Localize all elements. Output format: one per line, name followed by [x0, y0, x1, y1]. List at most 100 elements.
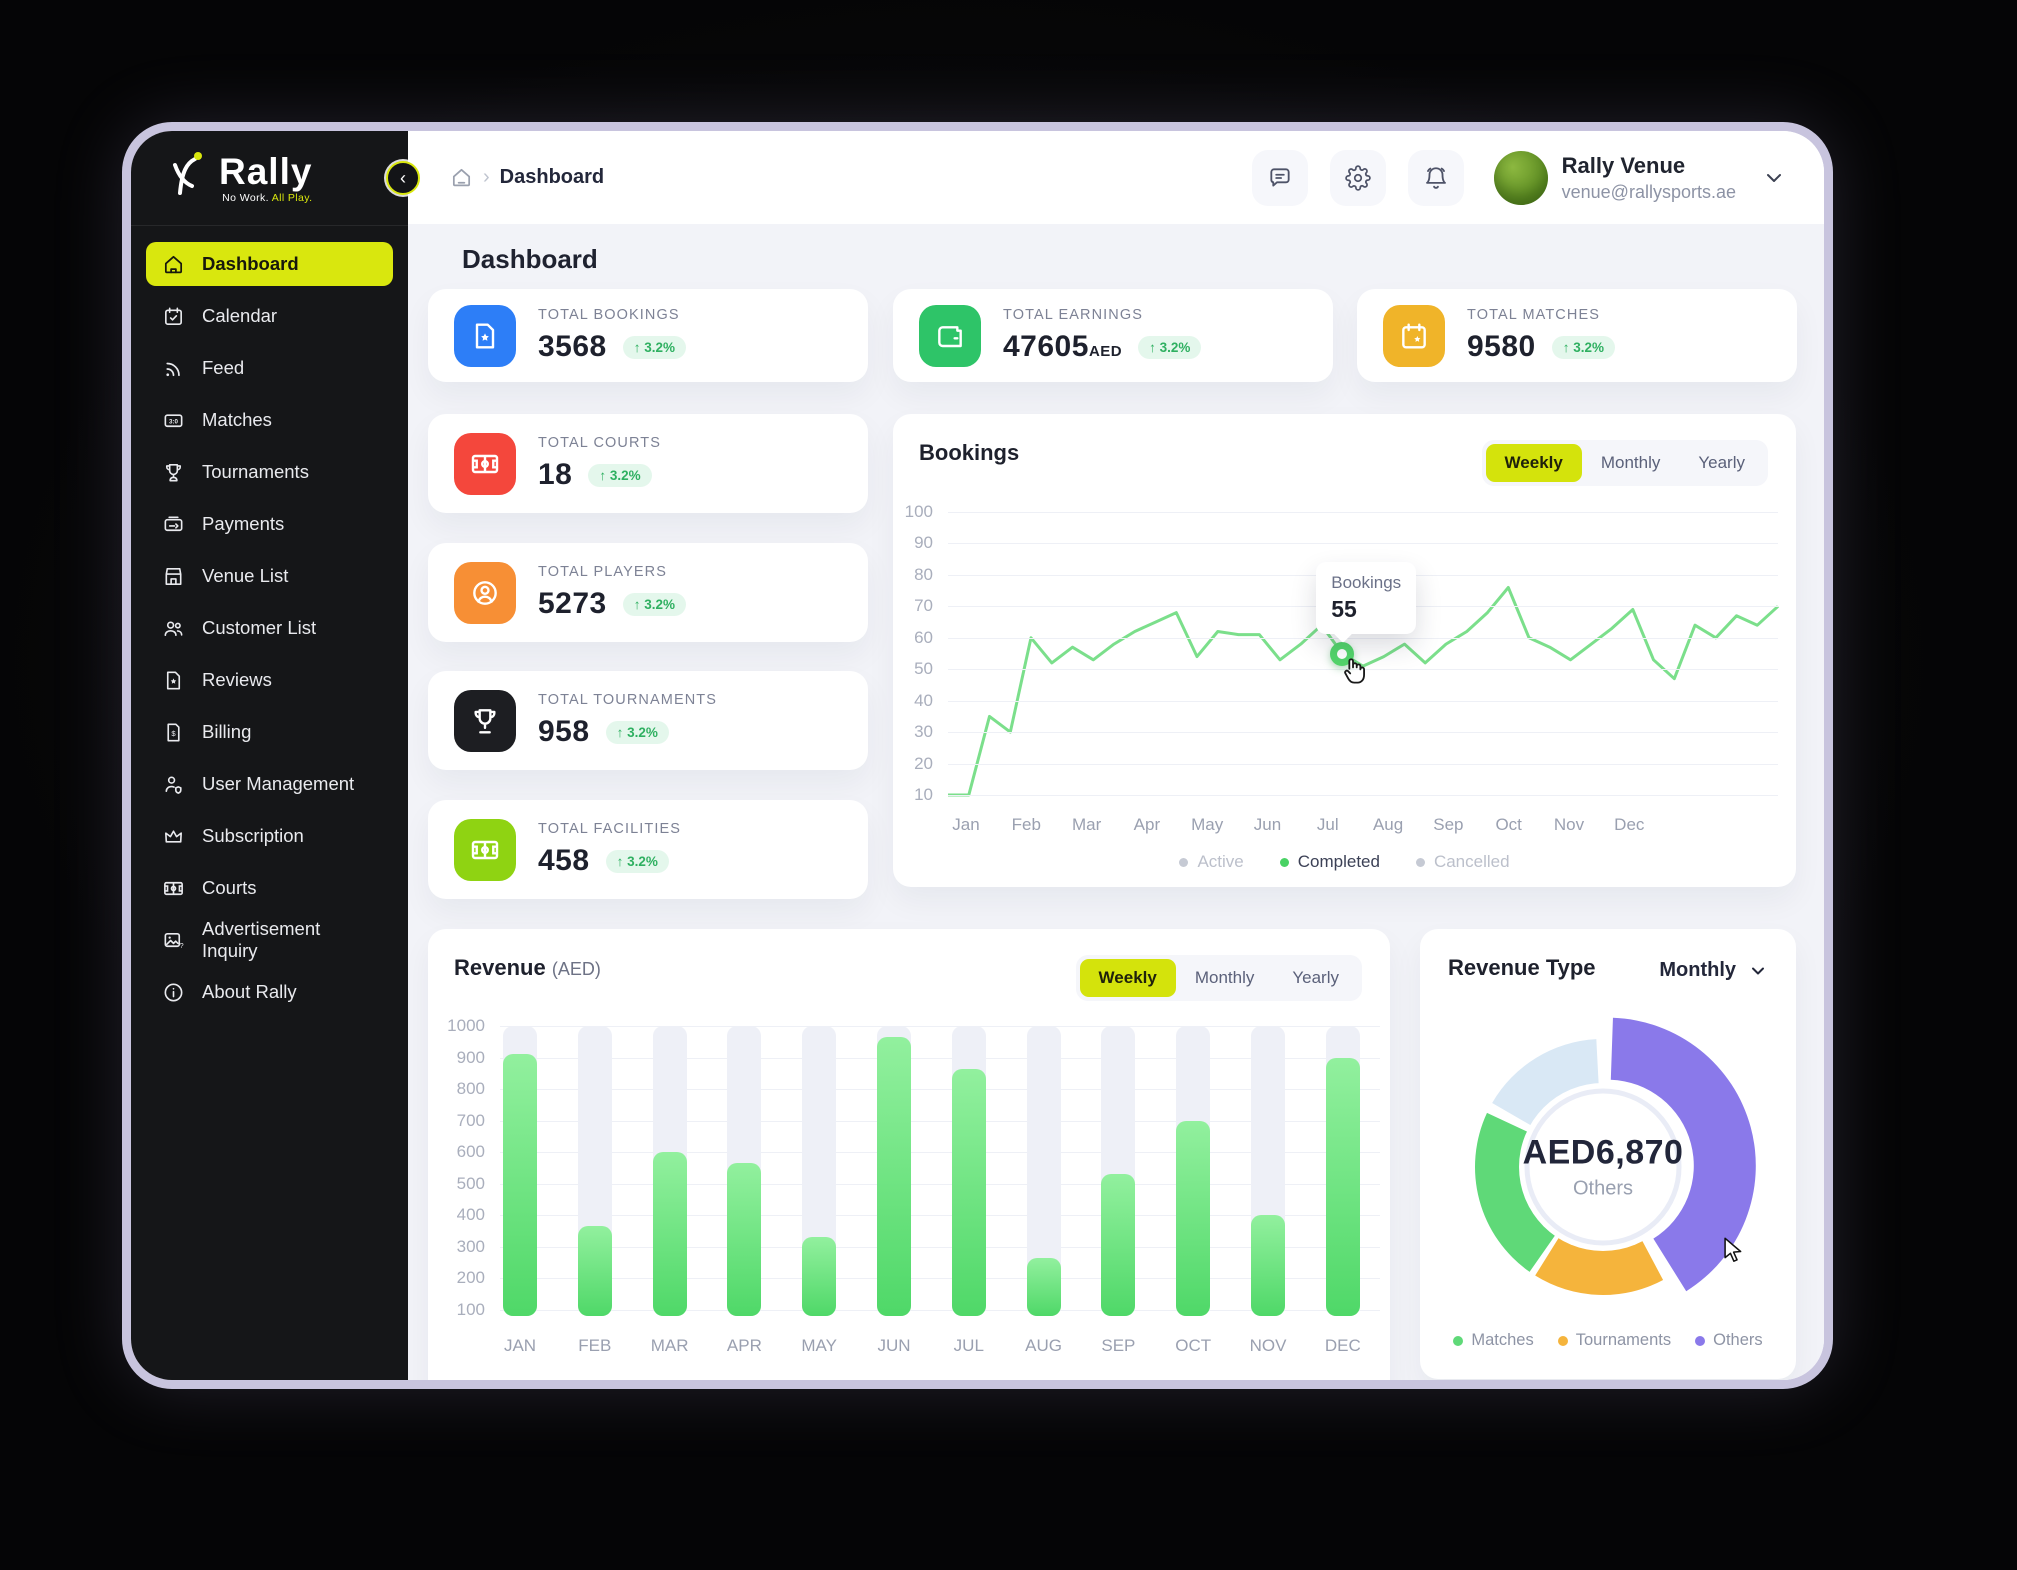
payments-icon	[162, 513, 185, 536]
tab-weekly[interactable]: Weekly	[1079, 959, 1176, 997]
ad-inquiry-icon: ?	[162, 929, 185, 952]
sidebar-item-subscription[interactable]: Subscription	[146, 814, 393, 858]
home-icon	[162, 253, 185, 276]
donut-center: AED6,870 Others	[1523, 1134, 1684, 1201]
sidebar-item-user-management[interactable]: User Management	[146, 762, 393, 806]
stat-value: 5273	[538, 587, 607, 620]
tab-yearly[interactable]: Yearly	[1273, 959, 1358, 997]
legend-active[interactable]: Active	[1179, 852, 1244, 872]
svg-text:?: ?	[180, 942, 184, 950]
calendar-icon	[162, 305, 185, 328]
messages-button[interactable]	[1251, 149, 1308, 206]
revenue-period-tabs: Weekly Monthly Yearly	[1075, 955, 1362, 1001]
bookings-line-chart: Bookings 55 100 90 80 70 60 50 40 30 20 10 Jan Feb M…	[905, 502, 1780, 834]
court-icon	[162, 877, 185, 900]
tab-weekly[interactable]: Weekly	[1485, 444, 1582, 482]
venue-icon	[162, 565, 185, 588]
trophy-icon	[162, 461, 185, 484]
delta-badge: ↑ 3.2%	[1138, 335, 1202, 359]
breadcrumb: › Dashboard	[450, 166, 604, 189]
delta-badge: ↑ 3.2%	[622, 592, 687, 616]
legend-cancelled[interactable]: Cancelled	[1415, 852, 1510, 872]
chevron-down-icon[interactable]	[1762, 166, 1786, 190]
breadcrumb-home-icon[interactable]	[450, 166, 473, 189]
user-block[interactable]: Rally Venue venue@rallysports.ae	[1562, 153, 1736, 203]
customers-icon	[162, 617, 185, 640]
crown-icon	[162, 825, 185, 848]
delta-badge: ↑ 3.2%	[1551, 335, 1616, 359]
rally-logo: Rally No Work. All Play.	[131, 131, 408, 226]
tab-yearly[interactable]: Yearly	[1679, 444, 1764, 482]
sidebar-item-customer-list[interactable]: Customer List	[146, 606, 393, 650]
stat-card-total-bookings: TOTAL BOOKINGS 3568 ↑ 3.2%	[428, 289, 868, 382]
stat-unit: AED	[1088, 343, 1123, 360]
hand-cursor-icon	[1344, 657, 1366, 684]
stat-card-total-earnings: TOTAL EARNINGS 47605AED ↑ 3.2%	[893, 289, 1333, 382]
stat-card-total-players: TOTAL PLAYERS 5273 ↑ 3.2%	[428, 543, 868, 642]
revenue-title: Revenue (AED)	[454, 955, 601, 980]
trophy-dark-icon	[454, 689, 516, 752]
avatar[interactable]	[1493, 150, 1548, 205]
stat-value: 47605AED	[1003, 330, 1123, 363]
dashboard-content: Dashboard TOTAL BOOKINGS 3568 ↑ 3.2% TOTA…	[408, 224, 1824, 1380]
revenue-type-period-dropdown[interactable]: Monthly	[1659, 959, 1768, 982]
wallet-icon	[919, 304, 981, 367]
brand-tagline: No Work. All Play.	[222, 191, 313, 204]
revenue-type-title: Revenue Type	[1448, 955, 1596, 980]
breadcrumb-current[interactable]: Dashboard	[499, 166, 605, 188]
sidebar-item-payments[interactable]: Payments	[146, 502, 393, 546]
sidebar-item-about-rally[interactable]: About Rally	[146, 970, 393, 1014]
chart-tooltip: Bookings 55	[1316, 561, 1417, 643]
sidebar-collapse-button[interactable]: ‹	[386, 161, 420, 195]
reviews-icon	[162, 669, 185, 692]
sidebar-item-calendar[interactable]: Calendar	[146, 294, 393, 338]
legend-completed[interactable]: Completed	[1279, 852, 1380, 872]
sidebar-item-billing[interactable]: $ Billing	[146, 710, 393, 754]
sidebar-nav: Dashboard Calendar Feed 3:0 Matches Tour…	[131, 226, 408, 1038]
settings-button[interactable]	[1329, 149, 1386, 206]
page-title: Dashboard	[462, 244, 598, 274]
notifications-button[interactable]	[1407, 149, 1464, 206]
stat-value: 9580	[1467, 330, 1536, 363]
chevron-down-icon	[1748, 961, 1768, 981]
booking-doc-star-icon	[454, 304, 516, 367]
sidebar-item-matches[interactable]: 3:0 Matches	[146, 398, 393, 442]
bookings-legend: Active Completed Cancelled	[893, 852, 1796, 872]
user-email: venue@rallysports.ae	[1561, 181, 1736, 202]
sidebar-item-reviews[interactable]: Reviews	[146, 658, 393, 702]
revenue-bar-chart: 1000 900 800 700 600 500 400 300 200 100 JAN FEB MAR…	[447, 1016, 1380, 1355]
main-area: › Dashboard Rally Venue venue@rallysport…	[408, 131, 1824, 1380]
stat-card-total-courts: TOTAL COURTS 18 ↑ 3.2%	[428, 414, 868, 513]
facility-court-icon	[454, 818, 516, 881]
bell-icon	[1423, 165, 1449, 191]
sidebar-item-courts[interactable]: Courts	[146, 866, 393, 910]
player-icon	[454, 561, 516, 624]
sidebar-item-dashboard[interactable]: Dashboard	[146, 242, 393, 286]
breadcrumb-separator: ›	[483, 166, 490, 188]
revenue-card: Revenue (AED) Weekly Monthly Yearly 1000…	[428, 929, 1390, 1380]
bookings-period-tabs: Weekly Monthly Yearly	[1481, 440, 1768, 486]
tab-monthly[interactable]: Monthly	[1582, 444, 1680, 482]
bookings-title: Bookings	[919, 440, 1020, 465]
user-management-icon	[162, 773, 185, 796]
stat-value: 18	[538, 458, 573, 491]
sidebar: Rally No Work. All Play. Dashboard Calen…	[131, 131, 408, 1380]
delta-badge: ↑ 3.2%	[622, 335, 687, 359]
sidebar-item-feed[interactable]: Feed	[146, 346, 393, 390]
legend-matches: Matches	[1453, 1331, 1534, 1350]
revenue-type-card: Revenue Type Monthly AED6,870 Others Mat…	[1420, 929, 1796, 1379]
sidebar-item-venue-list[interactable]: Venue List	[146, 554, 393, 598]
topbar: › Dashboard Rally Venue venue@rallysport…	[408, 131, 1824, 224]
svg-text:3:0: 3:0	[169, 418, 179, 425]
revenue-type-donut	[1475, 1017, 1756, 1295]
info-icon	[162, 981, 185, 1004]
revenue-type-legend: Matches Tournaments Others	[1420, 1331, 1796, 1350]
donut-center-value: AED6,870	[1522, 1133, 1684, 1172]
gear-icon	[1344, 164, 1371, 191]
brand-name: Rally	[219, 150, 313, 192]
stat-value: 958	[538, 715, 590, 748]
sidebar-item-tournaments[interactable]: Tournaments	[146, 450, 393, 494]
stat-value: 3568	[538, 330, 607, 363]
sidebar-item-advertisement-inquiry[interactable]: ? Advertisement Inquiry	[146, 918, 393, 962]
tab-monthly[interactable]: Monthly	[1176, 959, 1274, 997]
